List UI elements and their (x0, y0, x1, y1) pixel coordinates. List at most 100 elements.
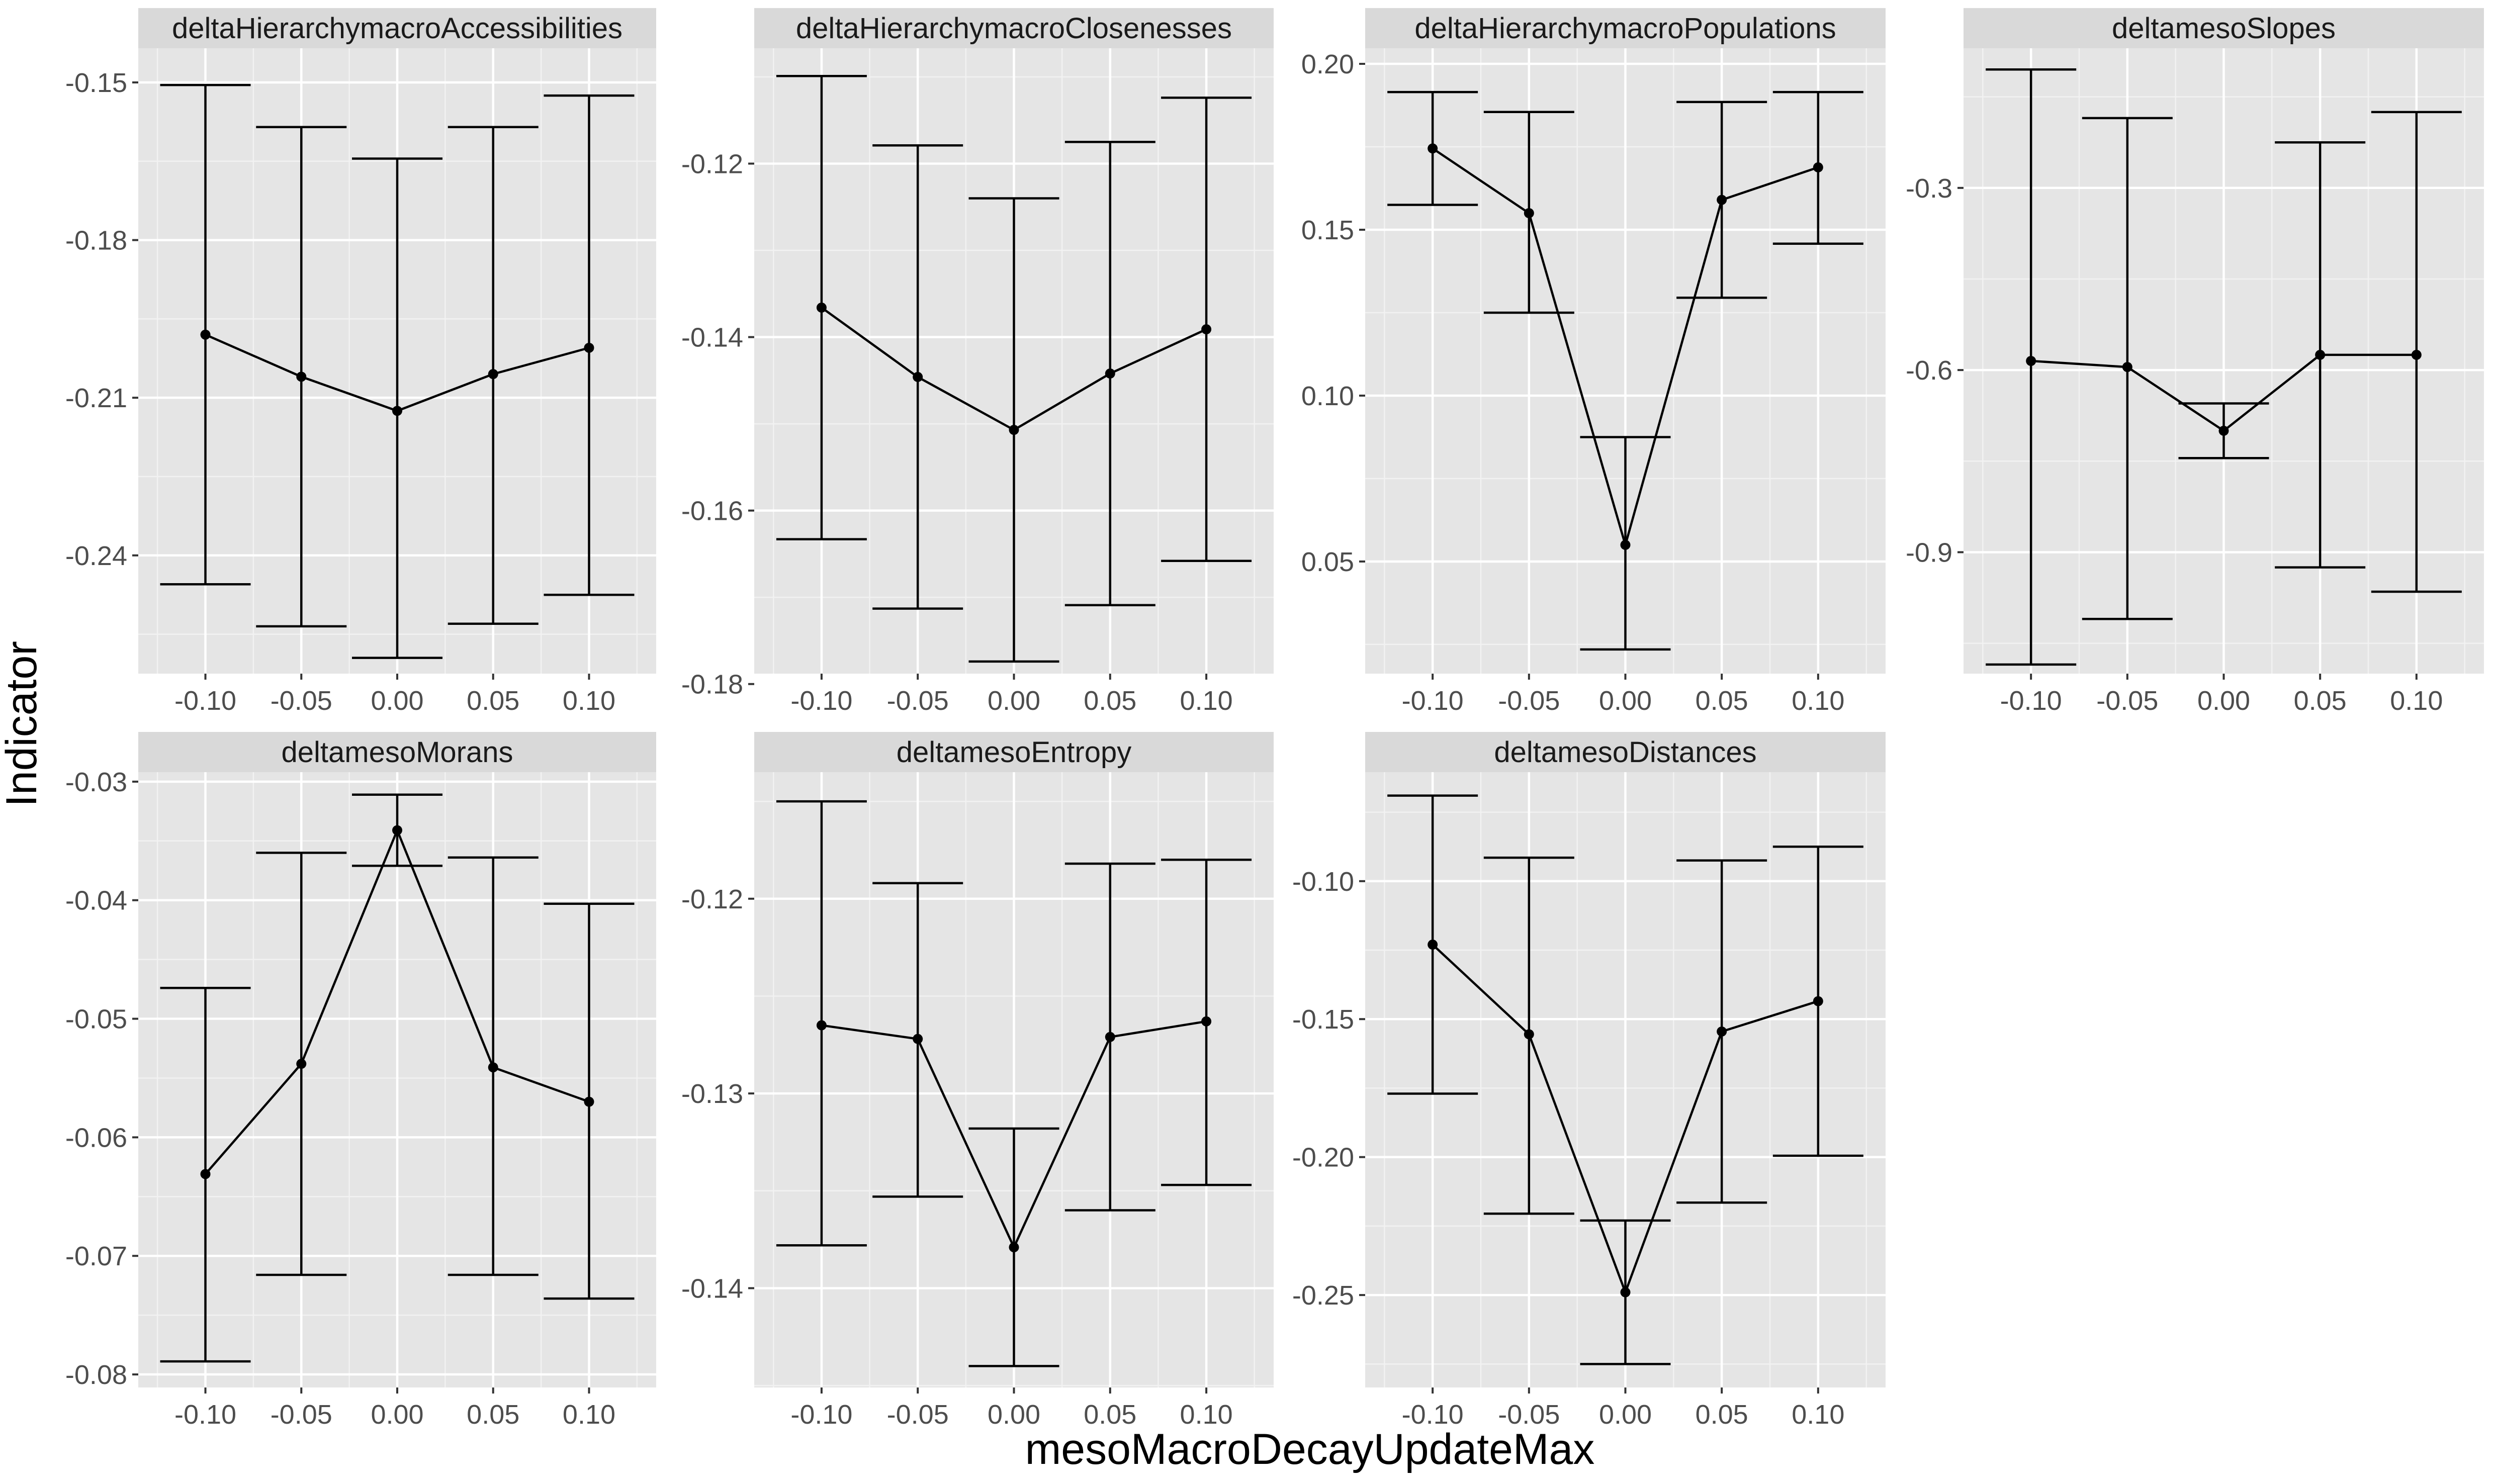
data-point (1620, 539, 1631, 550)
data-point (1009, 1242, 1019, 1253)
y-tick-label: -0.6 (1906, 355, 1952, 386)
y-tick-label: -0.3 (1906, 173, 1952, 204)
facet-strip (1365, 8, 1886, 48)
data-point (1717, 1026, 1727, 1037)
data-point (2026, 356, 2036, 366)
data-point (488, 369, 498, 380)
x-tick-label: -0.10 (174, 686, 236, 716)
x-tick-label: 0.10 (1180, 1400, 1233, 1430)
data-point (1428, 940, 1438, 950)
data-point (1524, 1029, 1534, 1040)
data-point (2315, 349, 2326, 360)
x-tick-label: -0.10 (790, 686, 852, 716)
data-point (1105, 1032, 1115, 1042)
x-tick-label: 0.05 (2294, 686, 2347, 716)
y-tick-label: 0.20 (1301, 49, 1354, 79)
data-point (1201, 1016, 1212, 1027)
y-tick-label: -0.25 (1292, 1280, 1354, 1311)
x-tick-label: -0.10 (1402, 1400, 1464, 1430)
y-tick-label: -0.05 (65, 1004, 127, 1035)
data-point (1620, 1287, 1631, 1297)
data-point (816, 302, 827, 313)
facet-title: deltamesoSlopes (2112, 12, 2336, 45)
data-point (2122, 362, 2132, 373)
y-tick-label: -0.10 (1292, 867, 1354, 897)
x-tick-label: 0.10 (563, 686, 615, 716)
data-point (816, 1020, 827, 1031)
facet-panel: deltaHierarchymacroAccessibilities -0.24 -… (65, 8, 656, 716)
x-tick-label: -0.05 (1498, 686, 1560, 716)
facet-panels: deltaHierarchymacroAccessibilities -0.24 -… (65, 8, 2484, 1430)
data-point (296, 1059, 307, 1069)
y-tick-label: -0.18 (65, 226, 127, 256)
y-tick-label: -0.07 (65, 1241, 127, 1271)
data-point (392, 406, 402, 416)
y-tick-label: -0.06 (65, 1123, 127, 1153)
data-point (1717, 195, 1727, 205)
facet-title: deltaHierarchymacroClosenesses (796, 12, 1232, 45)
data-point (1009, 425, 1019, 435)
x-tick-label: -0.05 (271, 686, 332, 716)
x-tick-label: 0.10 (2390, 686, 2443, 716)
x-tick-label: 0.00 (371, 686, 423, 716)
y-tick-label: -0.14 (681, 323, 743, 353)
x-tick-label: 0.00 (371, 1400, 423, 1430)
x-tick-label: 0.00 (2197, 686, 2250, 716)
x-tick-label: 0.00 (988, 686, 1040, 716)
data-point (200, 329, 211, 340)
facet-strip (138, 732, 656, 772)
y-tick-label: -0.03 (65, 767, 127, 797)
x-tick-label: 0.05 (467, 686, 519, 716)
x-tick-label: 0.10 (563, 1400, 615, 1430)
x-axis-title: mesoMacroDecayUpdateMax (1025, 1425, 1595, 1473)
facet-strip (754, 732, 1274, 772)
x-tick-label: -0.10 (2000, 686, 2062, 716)
x-tick-label: 0.00 (1599, 1400, 1652, 1430)
y-tick-label: -0.08 (65, 1360, 127, 1390)
x-tick-label: -0.05 (2096, 686, 2158, 716)
y-tick-label: -0.12 (681, 884, 743, 914)
x-tick-label: 0.05 (1696, 1400, 1748, 1430)
data-point (1201, 324, 1212, 335)
y-axis-title: Indicator (0, 641, 46, 807)
y-tick-label: -0.20 (1292, 1143, 1354, 1173)
data-point (584, 1096, 594, 1107)
facet-panel: deltamesoMorans -0.08 -0.07 -0.06 -0.05 -0.04… (65, 732, 656, 1430)
x-tick-label: -0.10 (790, 1400, 852, 1430)
facet-panel: deltamesoEntropy -0.14 -0.13 -0.12 -0.10 -0.0… (681, 732, 1274, 1430)
y-tick-label: 0.10 (1301, 381, 1354, 411)
facet-strip (754, 8, 1274, 48)
x-tick-label: 0.05 (1696, 686, 1748, 716)
y-tick-label: 0.15 (1301, 215, 1354, 245)
x-tick-label: 0.10 (1792, 1400, 1844, 1430)
y-tick-label: -0.15 (65, 68, 127, 98)
y-tick-label: -0.24 (65, 541, 127, 571)
x-tick-label: -0.05 (887, 1400, 949, 1430)
facet-title: deltamesoMorans (282, 736, 513, 769)
x-tick-label: -0.05 (271, 1400, 332, 1430)
facet-strip (1365, 732, 1886, 772)
x-tick-label: 0.10 (1180, 686, 1233, 716)
y-tick-label: 0.05 (1301, 547, 1354, 577)
facet-panel: deltaHierarchymacroClosenesses -0.18 -0.16… (681, 8, 1274, 716)
facet-panel: deltamesoDistances -0.25 -0.20 -0.15 -0.10 -0… (1292, 732, 1886, 1430)
x-tick-label: 0.00 (988, 1400, 1040, 1430)
y-tick-label: -0.12 (681, 149, 743, 179)
data-point (913, 1034, 923, 1044)
data-point (1524, 208, 1534, 218)
x-tick-label: 0.05 (467, 1400, 519, 1430)
data-point (1428, 143, 1438, 154)
y-tick-label: -0.9 (1906, 537, 1952, 568)
data-point (1813, 162, 1823, 172)
y-tick-label: -0.16 (681, 496, 743, 526)
y-tick-label: -0.15 (1292, 1004, 1354, 1035)
data-point (2411, 349, 2422, 360)
x-tick-label: -0.10 (174, 1400, 236, 1430)
facet-panel: deltaHierarchymacroPopulations 0.05 0.10 0.… (1301, 8, 1886, 716)
y-tick-label: -0.13 (681, 1079, 743, 1109)
data-point (200, 1169, 211, 1179)
y-tick-label: -0.18 (681, 670, 743, 700)
data-point (2218, 425, 2229, 436)
y-tick-label: -0.14 (681, 1273, 743, 1304)
